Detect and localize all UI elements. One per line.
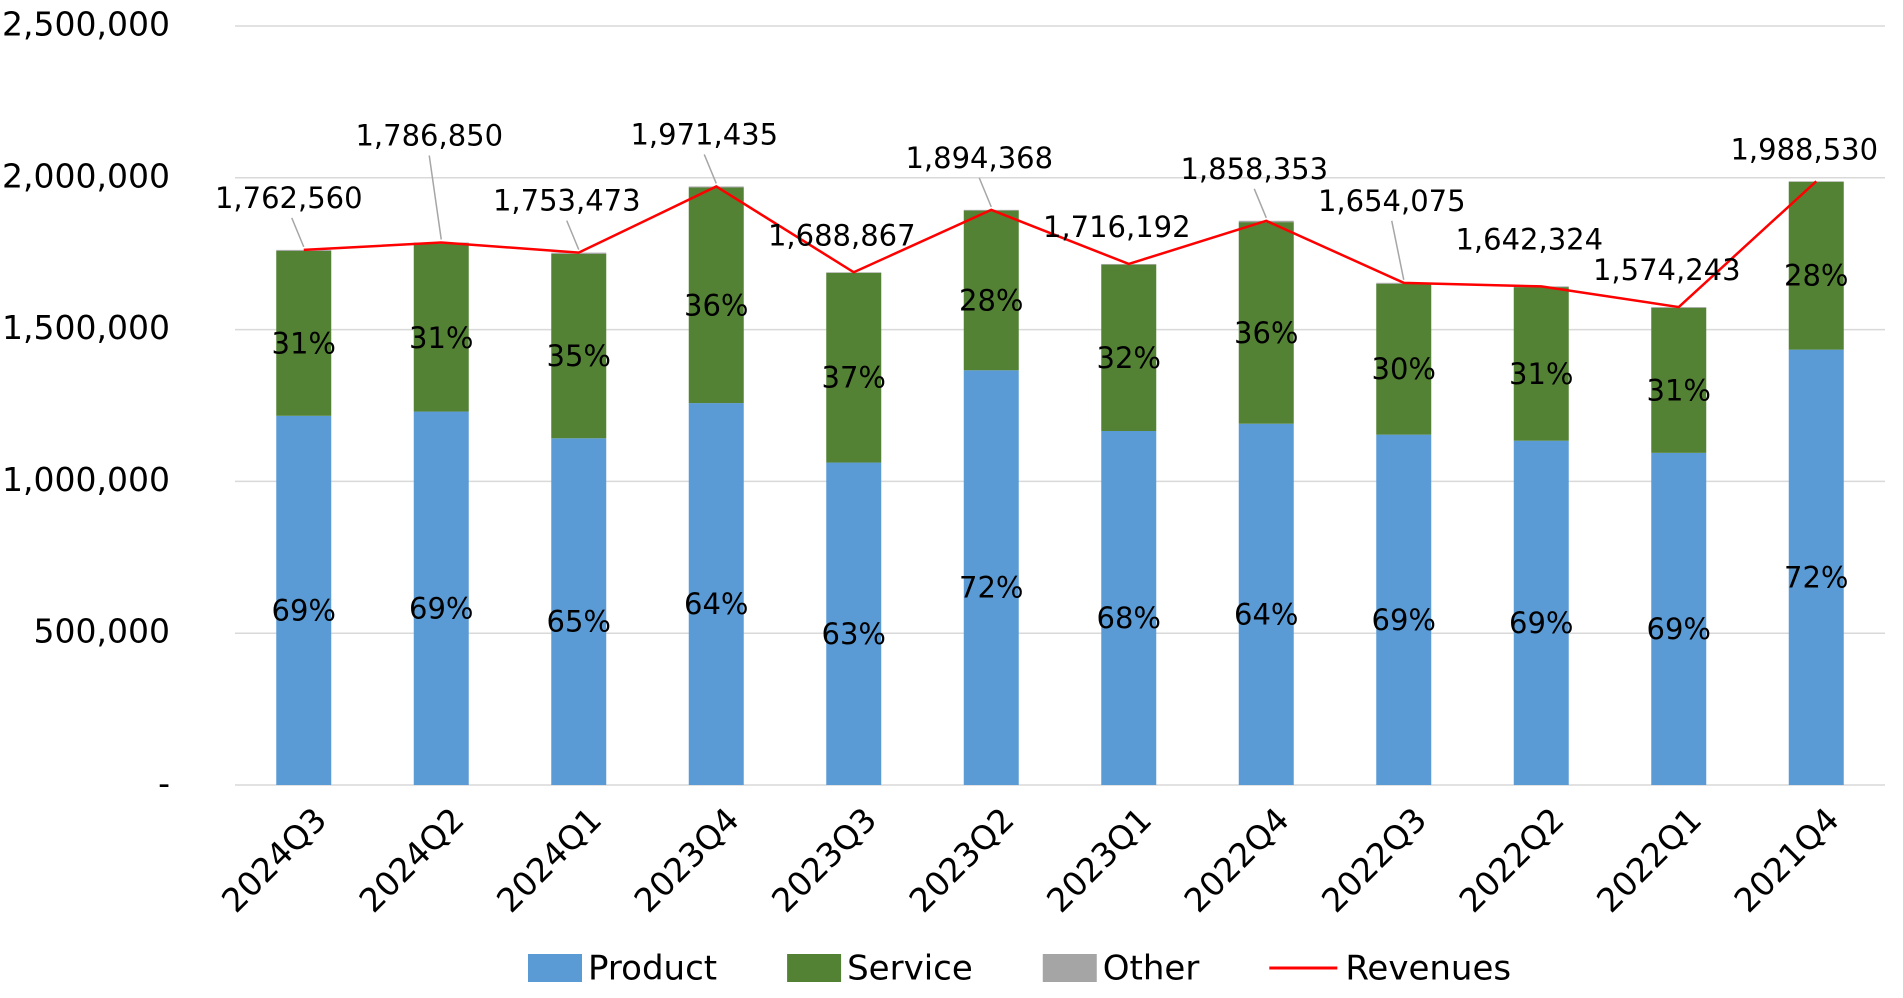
x-tick-label: 2024Q3 bbox=[214, 800, 334, 920]
bar-segment bbox=[1238, 222, 1294, 424]
share-label: 65% bbox=[547, 605, 611, 639]
share-label: 63% bbox=[822, 617, 886, 651]
share-label: 69% bbox=[409, 591, 473, 625]
bar-segment bbox=[1101, 431, 1157, 785]
share-label: 68% bbox=[1097, 601, 1161, 635]
leader-line bbox=[428, 155, 442, 240]
revenue-label: 1,762,560 bbox=[215, 181, 363, 215]
revenue-label: 1,786,850 bbox=[355, 119, 503, 153]
x-tick-label: 2023Q1 bbox=[1039, 800, 1159, 920]
x-tick-label: 2021Q4 bbox=[1726, 800, 1846, 920]
leader-line bbox=[291, 217, 305, 248]
y-tick-label: 1,000,000 bbox=[2, 460, 170, 499]
y-tick-label: 2,000,000 bbox=[2, 156, 170, 195]
share-label: 31% bbox=[1509, 357, 1573, 391]
revenue-label: 1,753,473 bbox=[493, 184, 641, 218]
x-tick-label: 2022Q3 bbox=[1314, 800, 1434, 920]
leader-line bbox=[566, 220, 580, 250]
revenue-label: 1,858,353 bbox=[1180, 152, 1328, 186]
bar-segment bbox=[1376, 434, 1432, 785]
revenue-label: 1,654,075 bbox=[1318, 184, 1466, 218]
bar-segment bbox=[551, 438, 607, 785]
bar-segment bbox=[1788, 349, 1844, 785]
y-tick-label: 1,500,000 bbox=[2, 308, 170, 347]
bar-segment bbox=[1788, 181, 1844, 350]
share-label: 36% bbox=[1234, 316, 1298, 350]
x-tick-label: 2023Q4 bbox=[626, 800, 746, 920]
share-label: 69% bbox=[1509, 606, 1573, 640]
bar-segment bbox=[963, 210, 1019, 371]
share-label: 64% bbox=[684, 587, 748, 621]
bar-segment bbox=[413, 411, 469, 785]
share-label: 72% bbox=[959, 571, 1023, 605]
revenue-label: 1,971,435 bbox=[630, 117, 778, 151]
x-tick-label: 2022Q4 bbox=[1176, 800, 1296, 920]
legend-swatch bbox=[1042, 954, 1097, 982]
bar-segment bbox=[1101, 264, 1157, 432]
legend-label: Service bbox=[847, 949, 973, 989]
x-tick-label: 2022Q2 bbox=[1451, 800, 1571, 920]
legend-swatch bbox=[787, 954, 842, 982]
y-tick-label: - bbox=[158, 764, 170, 803]
revenue-label: 1,988,530 bbox=[1730, 132, 1878, 166]
bar-segment bbox=[1376, 283, 1432, 435]
bar-segment bbox=[1513, 440, 1569, 785]
bar-segment bbox=[688, 187, 744, 404]
bar-segment bbox=[1651, 307, 1707, 453]
bar-segment bbox=[1651, 452, 1707, 785]
y-tick-label: 500,000 bbox=[34, 612, 170, 651]
bar-segment bbox=[276, 415, 332, 785]
x-tick-label: 2024Q1 bbox=[489, 800, 609, 920]
y-tick-label: 2,500,000 bbox=[2, 5, 170, 44]
share-label: 28% bbox=[959, 283, 1023, 317]
bar-segment bbox=[826, 462, 882, 785]
share-label: 30% bbox=[1372, 352, 1436, 386]
share-label: 64% bbox=[1234, 597, 1298, 631]
bar-segment bbox=[276, 250, 332, 416]
bar-segment bbox=[1513, 287, 1569, 441]
revenue-label: 1,642,324 bbox=[1455, 222, 1603, 256]
legend-label: Product bbox=[588, 949, 717, 989]
share-label: 31% bbox=[1647, 373, 1711, 407]
leader-line bbox=[1391, 220, 1405, 280]
leader-line bbox=[1253, 188, 1267, 219]
share-label: 69% bbox=[272, 593, 336, 627]
revenue-label: 1,688,867 bbox=[768, 218, 916, 252]
revenue-label: 1,574,243 bbox=[1593, 253, 1741, 287]
legend-label: Other bbox=[1103, 949, 1200, 989]
leader-line bbox=[978, 177, 992, 208]
bar-segment bbox=[963, 370, 1019, 785]
x-tick-label: 2023Q3 bbox=[764, 800, 884, 920]
share-label: 69% bbox=[1372, 603, 1436, 637]
x-tick-label: 2024Q2 bbox=[351, 800, 471, 920]
leader-line bbox=[703, 154, 717, 184]
share-label: 31% bbox=[272, 326, 336, 360]
share-label: 72% bbox=[1784, 560, 1848, 594]
bar-segment bbox=[826, 272, 882, 463]
bar-segment bbox=[1238, 423, 1294, 785]
share-label: 37% bbox=[822, 361, 886, 395]
legend-swatch bbox=[528, 954, 582, 982]
share-label: 36% bbox=[684, 288, 748, 322]
share-label: 28% bbox=[1784, 259, 1848, 293]
revenue-label: 1,716,192 bbox=[1043, 210, 1191, 244]
bar-segment bbox=[413, 243, 469, 412]
revenue-label: 1,894,368 bbox=[905, 141, 1053, 175]
share-label: 32% bbox=[1097, 341, 1161, 375]
share-label: 35% bbox=[547, 339, 611, 373]
share-label: 69% bbox=[1647, 612, 1711, 646]
bar-segment bbox=[688, 403, 744, 785]
x-tick-label: 2022Q1 bbox=[1589, 800, 1709, 920]
line bbox=[303, 180, 1818, 309]
share-label: 31% bbox=[409, 321, 473, 355]
bar-segment bbox=[551, 254, 607, 439]
x-tick-label: 2023Q2 bbox=[901, 800, 1021, 920]
bar-segment bbox=[276, 249, 332, 251]
legend-label: Revenues bbox=[1345, 949, 1511, 989]
